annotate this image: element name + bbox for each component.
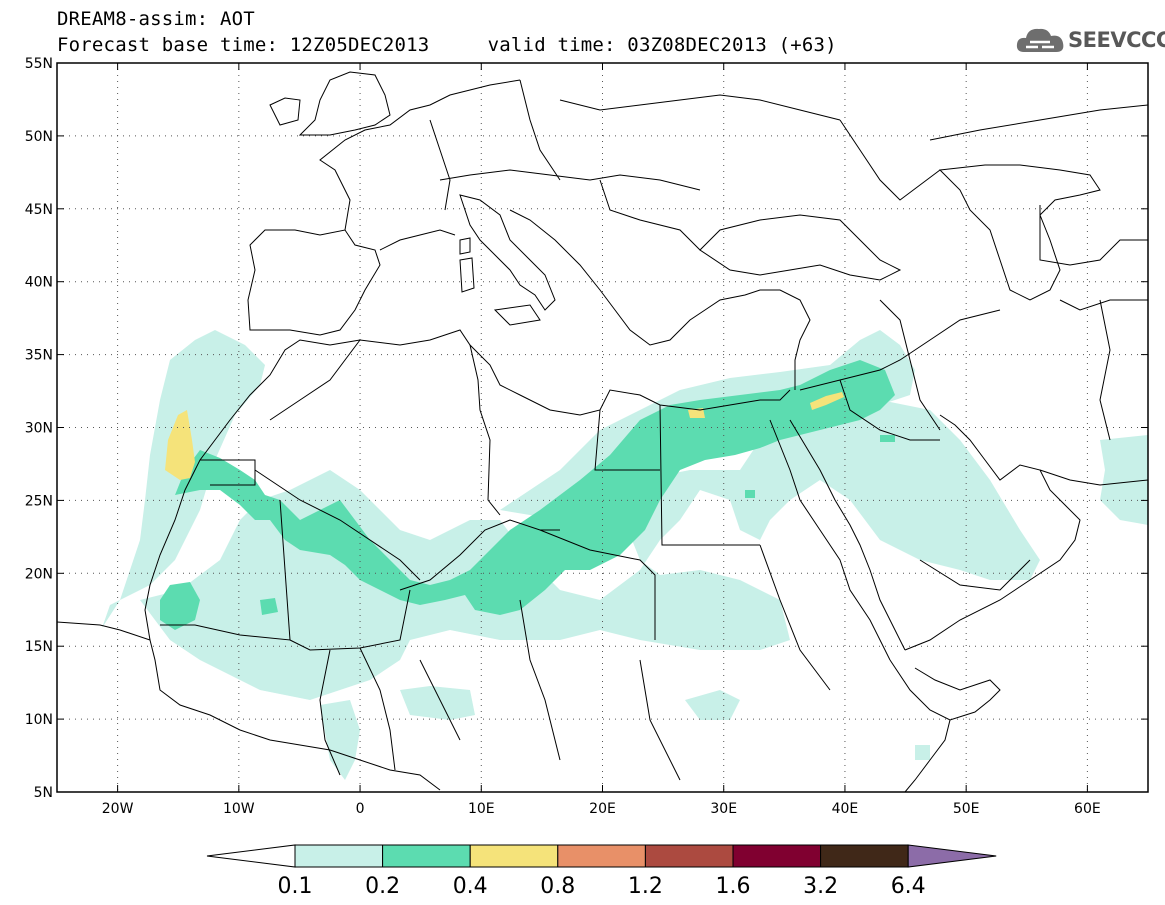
lat-label: 15N	[25, 639, 53, 655]
colorbar-segment	[644, 844, 734, 868]
lon-label: 0	[356, 801, 365, 817]
colorbar	[206, 844, 997, 868]
colorbar-segment	[557, 844, 646, 868]
lon-label: 10E	[468, 801, 495, 817]
colorbar-labels: 0.1 0.2 0.4 0.8 1.2 1.6 3.2 6.4	[278, 874, 926, 899]
colorbar-level-label: 0.1	[278, 874, 313, 899]
colorbar-segment	[732, 844, 822, 868]
aot-level-0.4	[165, 392, 844, 480]
colorbar-segment	[469, 844, 559, 868]
coastlines-borders	[57, 71, 1148, 792]
colorbar-level-label: 1.2	[628, 874, 663, 899]
seevccc-logo: SEEVCCC	[1016, 22, 1165, 58]
map-title: DREAM8-assim: AOT	[57, 8, 255, 30]
lon-label: 40E	[832, 801, 859, 817]
colorbar-level-label: 6.4	[891, 874, 926, 899]
lat-label: 35N	[25, 348, 53, 364]
lat-label: 10N	[25, 712, 53, 728]
forecast-time-line: Forecast base time: 12Z05DEC2013 valid t…	[57, 34, 837, 56]
logo-text: SEEVCCC	[1068, 28, 1165, 52]
colorbar-level-label: 0.2	[365, 874, 400, 899]
longitude-axis-labels: 20W 10W 0 10E 20E 30E 40E 50E 60E	[102, 801, 1101, 817]
latitude-axis-labels: 5N 10N 15N 20N 25N 30N 35N 40N 45N 50N 55N	[25, 56, 53, 801]
colorbar-level-label: 3.2	[803, 874, 838, 899]
lat-label: 20N	[25, 566, 53, 582]
cloud-logo-icon	[1016, 28, 1064, 52]
aot-field	[57, 63, 1148, 792]
lon-label: 30E	[710, 801, 737, 817]
lat-label: 45N	[25, 202, 53, 218]
colorbar-segment	[382, 844, 471, 868]
axis-ticks	[57, 62, 1148, 793]
lon-label: 50E	[953, 801, 980, 817]
colorbar-high-arrow	[907, 844, 997, 868]
lat-label: 5N	[34, 785, 53, 801]
lon-label: 10W	[223, 801, 255, 817]
lat-label: 25N	[25, 493, 53, 509]
lon-label: 60E	[1074, 801, 1101, 817]
colorbar-low-arrow	[206, 844, 296, 868]
colorbar-level-label: 0.8	[540, 874, 575, 899]
lon-label: 20E	[589, 801, 616, 817]
colorbar-segment	[820, 844, 909, 868]
lat-label: 50N	[25, 129, 53, 145]
colorbar-level-label: 1.6	[716, 874, 751, 899]
lat-label: 40N	[25, 275, 53, 291]
colorbar-segment	[294, 844, 384, 868]
lon-label: 20W	[102, 801, 134, 817]
aot-level-0.2	[160, 360, 895, 630]
lat-label: 55N	[25, 56, 53, 72]
lat-label: 30N	[25, 421, 53, 437]
aot-level-0.1	[102, 330, 1148, 780]
colorbar-level-label: 0.4	[453, 874, 488, 899]
